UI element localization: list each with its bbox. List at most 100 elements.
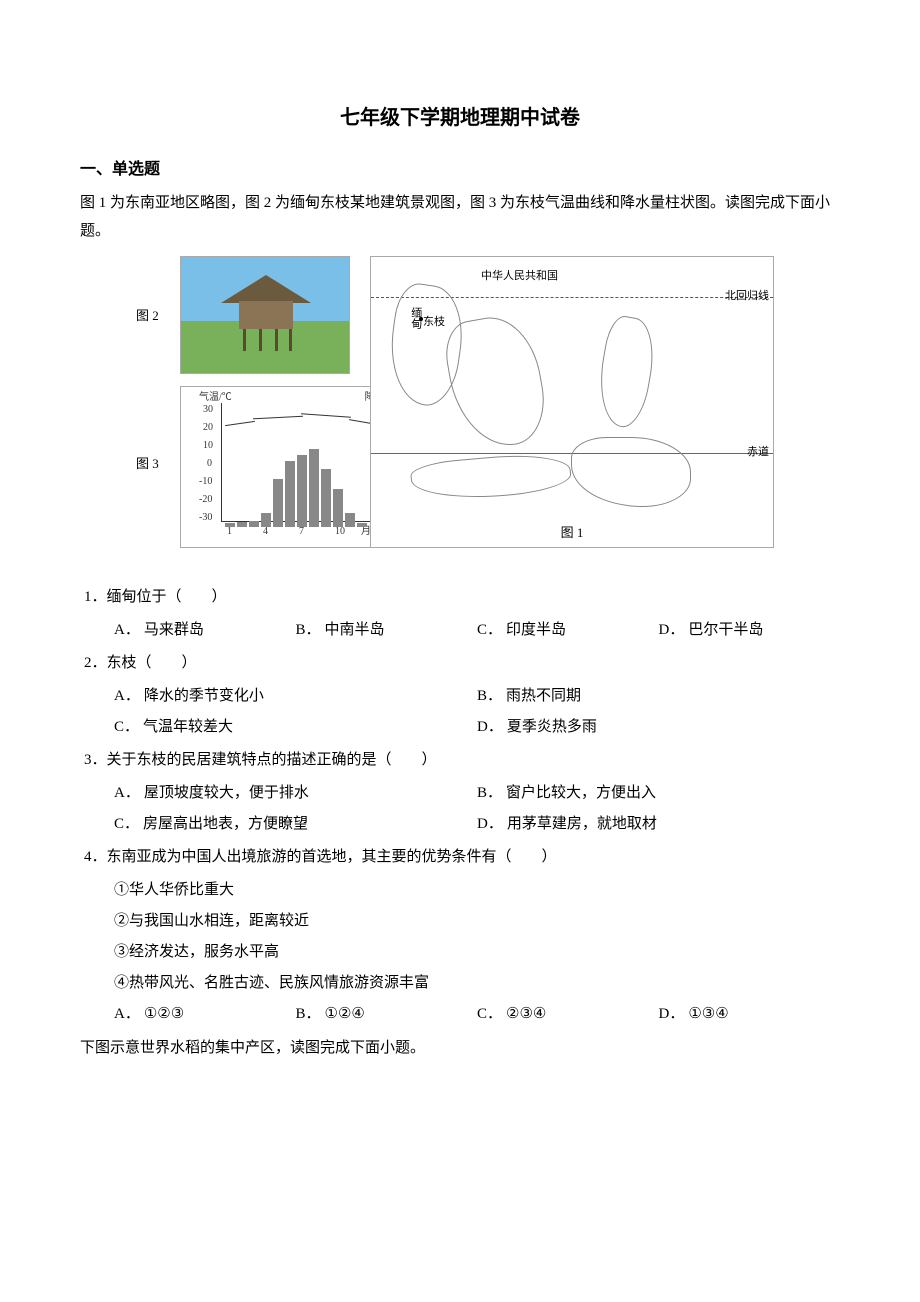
option-text: 夏季炎热多雨 (507, 714, 597, 741)
option-letter: A． (114, 1001, 140, 1028)
question-1-options: A．马来群岛 B．中南半岛 C．印度半岛 D．巴尔干半岛 (80, 617, 840, 644)
chart-tick: 10 (203, 437, 213, 455)
question-2-options-row1: A．降水的季节变化小 B．雨热不同期 (80, 683, 840, 710)
temp-curve-icon (225, 421, 255, 426)
q2-option-d: D．夏季炎热多雨 (477, 714, 840, 741)
q2-option-a: A．降水的季节变化小 (114, 683, 477, 710)
chart-bar-icon (249, 521, 259, 527)
question-4: 4．东南亚成为中国人出境旅游的首选地，其主要的优势条件有（ ） ①华人华侨比重大… (80, 844, 840, 1028)
chart-bar-icon (357, 523, 367, 527)
question-2-options-row2: C．气温年较差大 D．夏季炎热多雨 (80, 714, 840, 741)
option-text: ①③④ (688, 1001, 728, 1028)
option-letter: C． (477, 617, 502, 644)
figure-block: 图 2 图 3 气温/℃ 降水量/mm 30 20 10 0 -10 -20 -… (140, 256, 780, 572)
chart-tick: 20 (203, 419, 213, 437)
chart-bar-icon (333, 489, 343, 527)
option-letter: B． (477, 780, 502, 807)
map-tropic-label: 北回归线 (725, 287, 769, 307)
option-text: 降水的季节变化小 (144, 683, 264, 710)
option-text: ①②③ (144, 1001, 184, 1028)
chart-tick: 30 (203, 401, 213, 419)
option-text: ①②④ (325, 1001, 365, 1028)
q3-option-c: C．房屋高出地表，方便瞭望 (114, 811, 477, 838)
map-city-label: 东枝 (423, 313, 445, 333)
map-landmass-icon (410, 450, 573, 504)
option-letter: C． (114, 811, 139, 838)
option-text: 印度半岛 (506, 617, 566, 644)
chart-tick: -20 (199, 491, 212, 509)
q3-option-d: D．用茅草建房，就地取材 (477, 811, 840, 838)
option-letter: A． (114, 780, 140, 807)
house-stilt-icon (289, 329, 292, 351)
exam-title: 七年级下学期地理期中试卷 (80, 100, 840, 136)
option-letter: D． (659, 1001, 685, 1028)
house-stilt-icon (259, 329, 262, 351)
option-text: 用茅草建房，就地取材 (507, 811, 657, 838)
house-stilt-icon (243, 329, 246, 351)
q1-option-b: B．中南半岛 (296, 617, 478, 644)
option-letter: C． (477, 1001, 502, 1028)
chart-bar-icon (237, 522, 247, 527)
chart-bar-icon (285, 461, 295, 527)
option-letter: B． (477, 683, 502, 710)
temp-curve-icon (253, 415, 303, 419)
map-landmass-icon (440, 310, 551, 454)
house-body-icon (239, 301, 293, 329)
option-letter: B． (296, 617, 321, 644)
fig1-map: 中华人民共和国 北回归线 赤道 缅甸 东枝 图 1 (370, 256, 774, 548)
q1-option-d: D．巴尔干半岛 (659, 617, 841, 644)
question-1-text: 1．缅甸位于（ ） (80, 584, 840, 611)
question-4-text: 4．东南亚成为中国人出境旅游的首选地，其主要的优势条件有（ ） (80, 844, 840, 871)
q4-option-b: B．①②④ (296, 1001, 478, 1028)
map-china-label: 中华人民共和国 (481, 267, 558, 287)
q4-item-2: ②与我国山水相连，距离较近 (80, 908, 840, 935)
fig1-caption: 图 1 (561, 521, 584, 544)
question-3-options-row1: A．屋顶坡度较大，便于排水 B．窗户比较大，方便出入 (80, 780, 840, 807)
question-4-options: A．①②③ B．①②④ C．②③④ D．①③④ (80, 1001, 840, 1028)
option-text: 窗户比较大，方便出入 (506, 780, 656, 807)
option-text: 房屋高出地表，方便瞭望 (143, 811, 308, 838)
map-equator-label: 赤道 (747, 443, 769, 463)
question-2: 2．东枝（ ） A．降水的季节变化小 B．雨热不同期 C．气温年较差大 D．夏季… (80, 650, 840, 741)
chart-bar-icon (321, 469, 331, 527)
q4-item-3: ③经济发达，服务水平高 (80, 939, 840, 966)
option-text: 中南半岛 (325, 617, 385, 644)
temp-curve-icon (301, 413, 351, 417)
house-stilt-icon (275, 329, 278, 351)
q1-option-a: A．马来群岛 (114, 617, 296, 644)
question-3: 3．关于东枝的民居建筑特点的描述正确的是（ ） A．屋顶坡度较大，便于排水 B．… (80, 747, 840, 838)
chart-tick: -30 (199, 509, 212, 527)
option-text: 屋顶坡度较大，便于排水 (144, 780, 309, 807)
option-letter: B． (296, 1001, 321, 1028)
q4-item-4: ④热带风光、名胜古迹、民族风情旅游资源丰富 (80, 970, 840, 997)
map-landmass-icon (592, 313, 660, 430)
chart-tick: 0 (207, 455, 212, 473)
map-landmass-icon (571, 437, 691, 507)
option-letter: A． (114, 617, 140, 644)
question-3-options-row2: C．房屋高出地表，方便瞭望 D．用茅草建房，就地取材 (80, 811, 840, 838)
chart-bar-icon (345, 513, 355, 527)
option-text: 雨热不同期 (506, 683, 581, 710)
map-city-marker-icon (419, 317, 423, 321)
chart-axis-icon (221, 403, 222, 521)
chart-tick: -10 (199, 473, 212, 491)
q2-option-c: C．气温年较差大 (114, 714, 477, 741)
chart-bar-icon (273, 479, 283, 527)
q2-option-b: B．雨热不同期 (477, 683, 840, 710)
q1-option-c: C．印度半岛 (477, 617, 659, 644)
chart-bar-icon (261, 513, 271, 527)
fig2-label: 图 2 (136, 304, 159, 327)
chart-bar-icon (225, 523, 235, 527)
chart-bar-icon (309, 449, 319, 527)
chart-bar-icon (297, 455, 307, 527)
question-2-text: 2．东枝（ ） (80, 650, 840, 677)
q4-item-1: ①华人华侨比重大 (80, 877, 840, 904)
fig2-image (180, 256, 350, 374)
option-text: 巴尔干半岛 (688, 617, 763, 644)
option-text: ②③④ (506, 1001, 546, 1028)
next-intro-paragraph: 下图示意世界水稻的集中产区，读图完成下面小题。 (80, 1034, 840, 1063)
temp-curve-icon (349, 419, 371, 424)
option-letter: D． (659, 617, 685, 644)
option-letter: C． (114, 714, 139, 741)
question-1: 1．缅甸位于（ ） A．马来群岛 B．中南半岛 C．印度半岛 D．巴尔干半岛 (80, 584, 840, 644)
